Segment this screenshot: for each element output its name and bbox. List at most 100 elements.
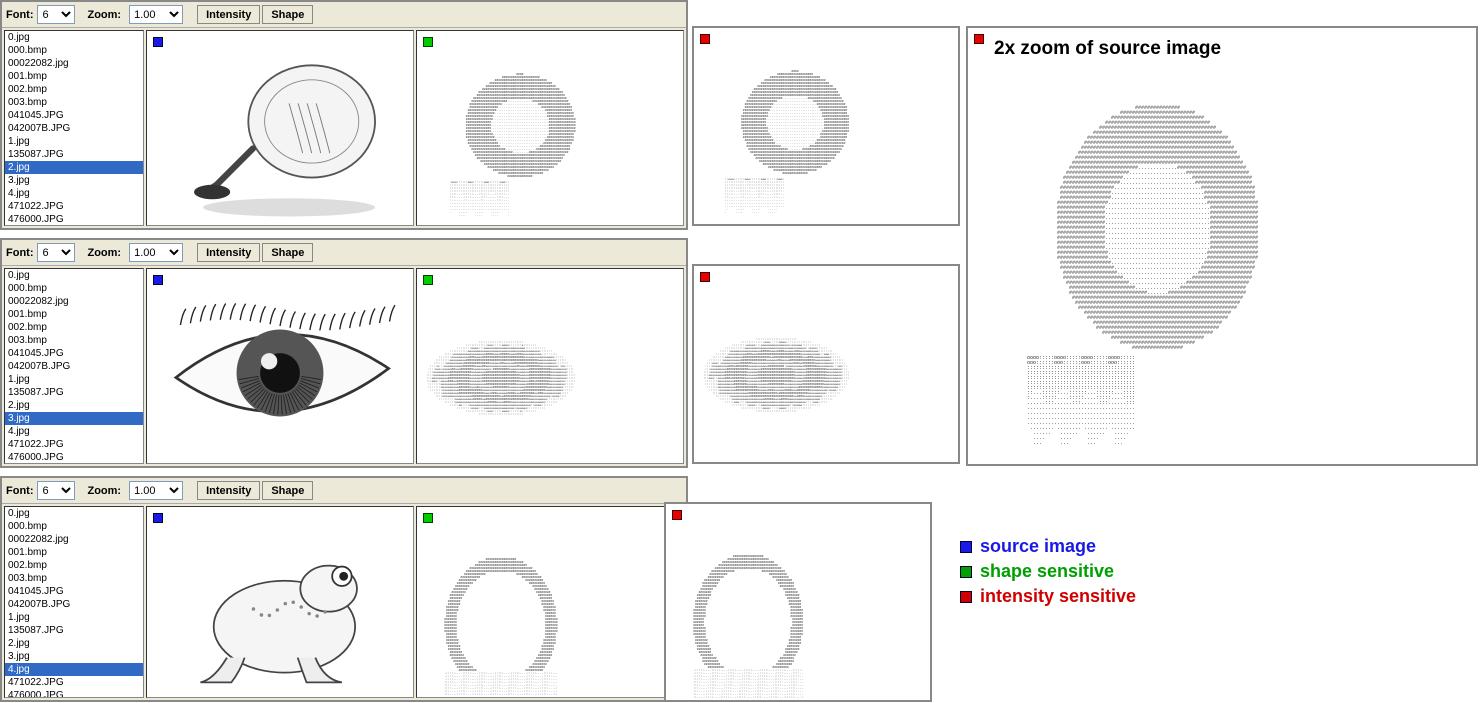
legend-swatch-icon xyxy=(960,591,972,603)
file-item[interactable]: 471022.JPG xyxy=(5,676,143,689)
file-list[interactable]: 0.jpg000.bmp00022082.jpg001.bmp002.bmp00… xyxy=(4,506,144,698)
font-select[interactable]: 6 xyxy=(37,243,75,262)
file-item[interactable]: 042007B.JPG xyxy=(5,360,143,373)
zoom-caption: 2x zoom of source image xyxy=(994,38,1221,60)
file-item[interactable]: 000.bmp xyxy=(5,520,143,533)
toolbar: Font:6Zoom:1.00IntensityShape xyxy=(2,2,686,28)
shape-button[interactable]: Shape xyxy=(262,5,313,24)
intensity-button[interactable]: Intensity xyxy=(197,5,260,24)
file-item[interactable]: 042007B.JPG xyxy=(5,598,143,611)
file-list[interactable]: 0.jpg000.bmp00022082.jpg001.bmp002.bmp00… xyxy=(4,30,144,226)
pane-row: ::::::::::::::::::::::::: ::::::::::::oo… xyxy=(146,268,684,464)
file-item[interactable]: 00022082.jpg xyxy=(5,57,143,70)
file-item[interactable]: 002.bmp xyxy=(5,559,143,572)
file-item[interactable]: 041045.JPG xyxy=(5,347,143,360)
zoom-label: Zoom: xyxy=(87,485,121,497)
app-window: Font: 6 Zoom: 1.00 IntensityShape 0.jpg000.bm… xyxy=(0,238,688,468)
ascii-output: #### ##################### #############… xyxy=(419,49,681,223)
app-window: Font:6Zoom:1.00IntensityShape0.jpg000.bm… xyxy=(0,476,688,702)
file-item[interactable]: 001.bmp xyxy=(5,70,143,83)
file-item[interactable]: 135087.JPG xyxy=(5,148,143,161)
file-item[interactable]: 476000.JPG xyxy=(5,451,143,464)
file-item[interactable]: 476000.JPG xyxy=(5,213,143,226)
source-pane xyxy=(146,268,414,464)
red-marker-icon xyxy=(672,510,682,520)
toolbar: Font: 6 Zoom: 1.00 IntensityShape xyxy=(2,240,686,266)
shape-button[interactable]: Shape xyxy=(262,243,313,262)
font-select[interactable]: 6 xyxy=(37,481,75,500)
window-body: 0.jpg000.bmp00022082.jpg001.bmp002.bmp00… xyxy=(2,266,686,466)
pane-row: ################# ######################… xyxy=(146,506,684,698)
file-item[interactable]: 041045.JPG xyxy=(5,109,143,122)
font-label: Font: xyxy=(6,247,33,259)
source-image xyxy=(151,525,409,693)
green-marker-icon xyxy=(423,275,433,285)
file-item[interactable]: 000.bmp xyxy=(5,44,143,57)
source-image xyxy=(151,49,409,221)
file-item[interactable]: 001.bmp xyxy=(5,546,143,559)
file-item[interactable]: 3.jpg xyxy=(5,650,143,663)
zoom-select[interactable]: 1.00 xyxy=(129,481,183,500)
blue-marker-icon xyxy=(153,275,163,285)
file-item[interactable]: 0.jpg xyxy=(5,507,143,520)
file-item[interactable]: 003.bmp xyxy=(5,572,143,585)
window-body: 0.jpg000.bmp00022082.jpg001.bmp002.bmp00… xyxy=(2,504,686,700)
file-item[interactable]: 000.bmp xyxy=(5,282,143,295)
file-item[interactable]: 476000.JPG xyxy=(5,689,143,698)
zoom-select[interactable]: 1.00 xyxy=(129,5,183,24)
detached-pane: ::::::::::::::::::::::: :::::::::::::ooo… xyxy=(692,264,960,464)
legend-label: intensity sensitive xyxy=(980,586,1136,607)
detached-pane: #### #################### ##############… xyxy=(692,26,960,226)
file-item[interactable]: 00022082.jpg xyxy=(5,295,143,308)
legend-swatch-icon xyxy=(960,566,972,578)
legend-label: shape sensitive xyxy=(980,561,1114,582)
file-item[interactable]: 2.jpg xyxy=(5,637,143,650)
red-marker-icon xyxy=(700,34,710,44)
file-item[interactable]: 2.jpg xyxy=(5,399,143,412)
file-item[interactable]: 1.jpg xyxy=(5,135,143,148)
file-item[interactable]: 0.jpg xyxy=(5,269,143,282)
file-item[interactable]: 0.jpg xyxy=(5,31,143,44)
file-item[interactable]: 002.bmp xyxy=(5,83,143,96)
source-pane xyxy=(146,30,414,226)
file-item[interactable]: 4.jpg xyxy=(5,663,143,676)
file-item[interactable]: 042007B.JPG xyxy=(5,122,143,135)
file-item[interactable]: 003.bmp xyxy=(5,334,143,347)
file-item[interactable]: 471022.JPG xyxy=(5,200,143,213)
red-marker-icon xyxy=(974,34,984,44)
intensity-button[interactable]: Intensity xyxy=(197,243,260,262)
legend: source image shape sensitive intensity sen… xyxy=(960,536,1136,611)
file-item[interactable]: 3.jpg xyxy=(5,412,143,425)
file-item[interactable]: 135087.JPG xyxy=(5,386,143,399)
legend-row: source image xyxy=(960,536,1136,557)
pane-row: #### ##################### #############… xyxy=(146,30,684,226)
ascii-pane: ::::::::::::::::::::::::: ::::::::::::oo… xyxy=(416,268,684,464)
font-label: Font: xyxy=(6,9,33,21)
file-item[interactable]: 2.jpg xyxy=(5,161,143,174)
file-item[interactable]: 1.jpg xyxy=(5,611,143,624)
file-item[interactable]: 135087.JPG xyxy=(5,624,143,637)
file-item[interactable]: 001.bmp xyxy=(5,308,143,321)
file-item[interactable]: 3.jpg xyxy=(5,174,143,187)
ascii-output: ############### ########################… xyxy=(970,46,1474,462)
file-item[interactable]: 002.bmp xyxy=(5,321,143,334)
shape-button[interactable]: Shape xyxy=(262,481,313,500)
file-item[interactable]: 041045.JPG xyxy=(5,585,143,598)
zoom-label: Zoom: xyxy=(87,247,121,259)
file-item[interactable]: 4.jpg xyxy=(5,425,143,438)
file-item[interactable]: 003.bmp xyxy=(5,96,143,109)
file-item[interactable]: 4.jpg xyxy=(5,187,143,200)
zoom-select[interactable]: 1.00 xyxy=(129,243,183,262)
file-list[interactable]: 0.jpg000.bmp00022082.jpg001.bmp002.bmp00… xyxy=(4,268,144,464)
intensity-button[interactable]: Intensity xyxy=(197,481,260,500)
source-image xyxy=(151,287,409,459)
ascii-pane: #### ##################### #############… xyxy=(416,30,684,226)
legend-row: shape sensitive xyxy=(960,561,1136,582)
ascii-output: ################# ######################… xyxy=(668,522,928,698)
toolbar: Font:6Zoom:1.00IntensityShape xyxy=(2,478,686,504)
font-select[interactable]: 6 xyxy=(37,5,75,24)
file-item[interactable]: 00022082.jpg xyxy=(5,533,143,546)
file-item[interactable]: 1.jpg xyxy=(5,373,143,386)
ascii-output: ################# ######################… xyxy=(419,525,681,695)
file-item[interactable]: 471022.JPG xyxy=(5,438,143,451)
